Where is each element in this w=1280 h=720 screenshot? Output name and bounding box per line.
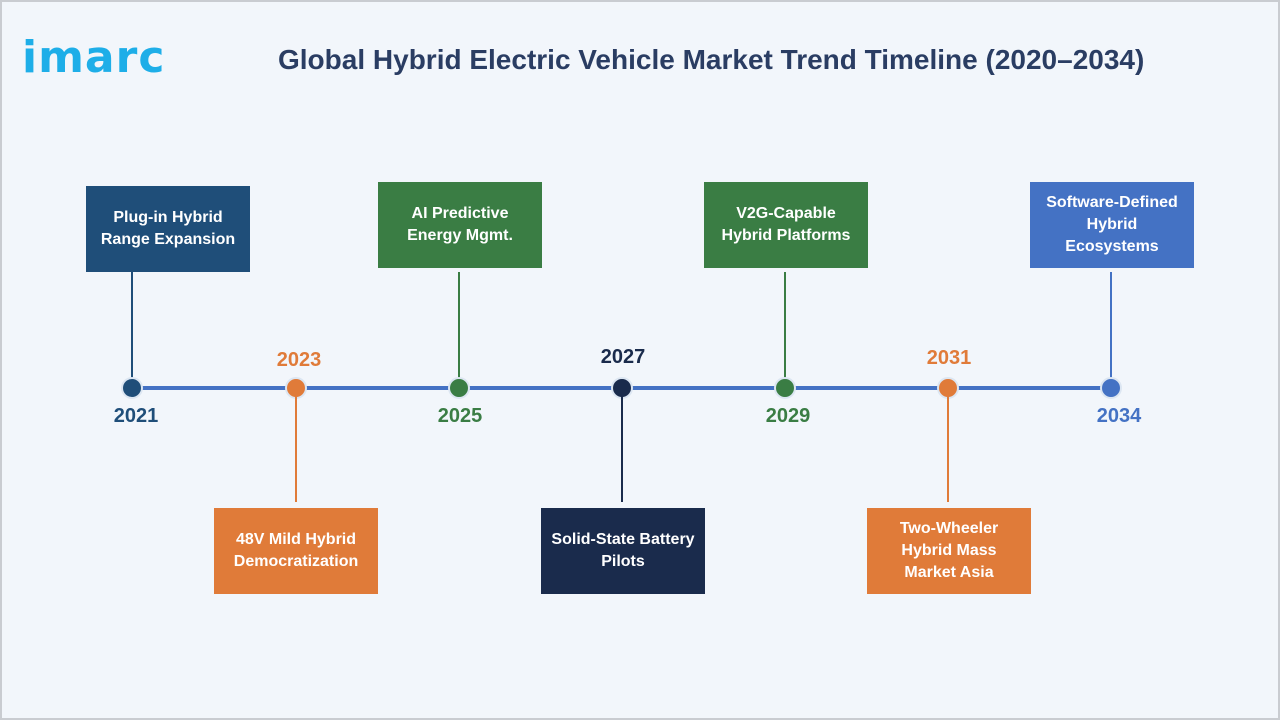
timeline-dot-2021: [121, 377, 143, 399]
milestone-box-2023: 48V Mild Hybrid Democratization: [214, 508, 378, 594]
connector-2031: [947, 396, 949, 502]
year-label-2034: 2034: [1096, 405, 1142, 427]
year-label-2021: 2021: [113, 405, 159, 427]
milestone-box-2034: Software-Defined Hybrid Ecosystems: [1030, 182, 1194, 268]
connector-2021: [131, 272, 133, 380]
connector-2029: [784, 272, 786, 380]
milestone-box-2021: Plug-in Hybrid Range Expansion: [86, 186, 250, 272]
page-title: Global Hybrid Electric Vehicle Market Tr…: [278, 44, 1145, 75]
connector-2034: [1110, 272, 1112, 380]
year-label-2025: 2025: [437, 405, 483, 427]
year-label-2031: 2031: [926, 347, 972, 369]
year-label-2027: 2027: [600, 346, 646, 368]
imarc-logo: imarc: [22, 32, 166, 83]
connector-2027: [621, 396, 623, 502]
year-label-2023: 2023: [276, 349, 322, 371]
timeline-dot-2025: [448, 377, 470, 399]
connector-2023: [295, 396, 297, 502]
milestone-box-2029: V2G-Capable Hybrid Platforms: [704, 182, 868, 268]
timeline-dot-2029: [774, 377, 796, 399]
milestone-box-2025: AI Predictive Energy Mgmt.: [378, 182, 542, 268]
timeline-dot-2034: [1100, 377, 1122, 399]
connector-2025: [458, 272, 460, 380]
milestone-box-2027: Solid-State Battery Pilots: [541, 508, 705, 594]
year-label-2029: 2029: [765, 405, 811, 427]
milestone-box-2031: Two-Wheeler Hybrid Mass Market Asia: [867, 508, 1031, 594]
